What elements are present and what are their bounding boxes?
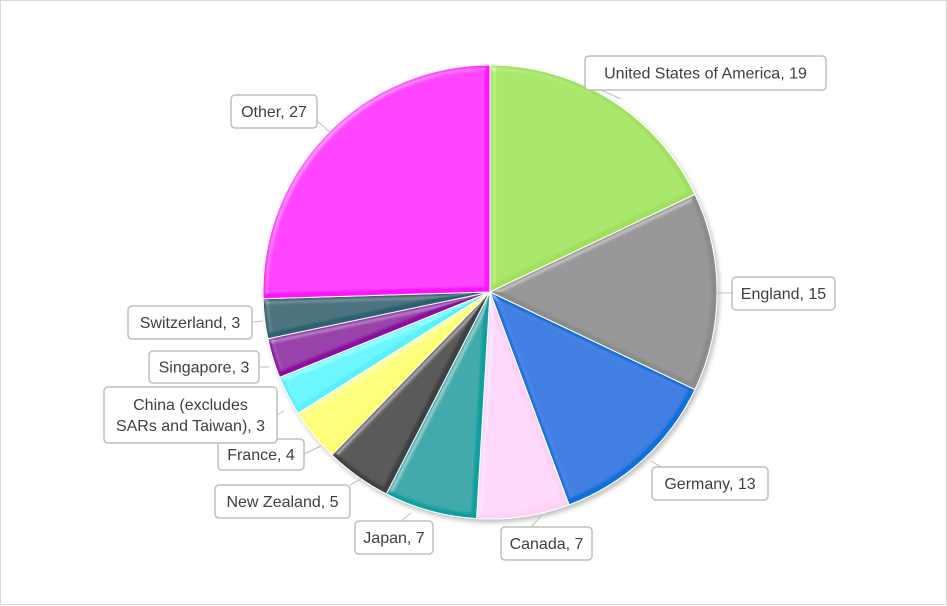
callout-box: [230, 94, 318, 129]
data-label-text: Japan, 7: [363, 530, 424, 547]
data-label-text: SARs and Taiwan), 3: [116, 418, 265, 435]
data-label-callout: Japan, 7: [354, 520, 434, 555]
data-label-text: China (excludes: [133, 397, 248, 414]
data-label-text: Other, 27: [241, 104, 307, 121]
data-label-text: France, 4: [227, 447, 295, 464]
data-label-text: Canada, 7: [510, 536, 584, 553]
data-label-text: Singapore, 3: [159, 360, 250, 377]
callout-box: [651, 466, 769, 501]
leader-line: [251, 320, 264, 323]
leader-line: [650, 460, 662, 468]
callout-box: [127, 305, 253, 340]
leader-line: [303, 445, 322, 455]
callout-box: [354, 520, 434, 555]
data-label-callout: United States of America, 19: [584, 55, 827, 91]
leader-line: [276, 410, 285, 416]
pie-slice-england: [488, 193, 718, 391]
callout-box: [148, 350, 260, 384]
leader-line: [530, 515, 542, 528]
leader-line: [349, 478, 362, 486]
pie-slice-other: [262, 64, 491, 300]
leader-line: [600, 89, 622, 100]
data-label-callout: New Zealand, 5: [214, 484, 351, 519]
callout-box: [731, 276, 836, 311]
leader-line: [400, 512, 412, 522]
callout-box: [214, 484, 351, 519]
data-label-callout: England, 15: [731, 276, 836, 311]
data-label-text: United States of America, 19: [604, 66, 807, 83]
data-label-text: Switzerland, 3: [140, 315, 241, 332]
data-label-text: Germany, 13: [664, 476, 755, 493]
data-label-callout: Switzerland, 3: [127, 305, 253, 340]
data-label-text: New Zealand, 5: [226, 494, 338, 511]
data-label-callout: China (excludes SARs and Taiwan), 3: [103, 386, 278, 444]
data-label-text: England, 15: [741, 286, 827, 303]
data-label-callout: Canada, 7: [500, 526, 593, 561]
callout-box: [584, 55, 827, 91]
pie-slice-united-states-of-america: [489, 64, 696, 293]
data-label-callout: Other, 27: [230, 94, 318, 129]
data-label-callout: Singapore, 3: [148, 350, 260, 384]
data-label-callout: Germany, 13: [651, 466, 769, 501]
callout-box: [500, 526, 593, 561]
pie-slice-germany: [489, 291, 696, 506]
leader-line: [316, 120, 332, 134]
callout-box: [103, 386, 278, 444]
